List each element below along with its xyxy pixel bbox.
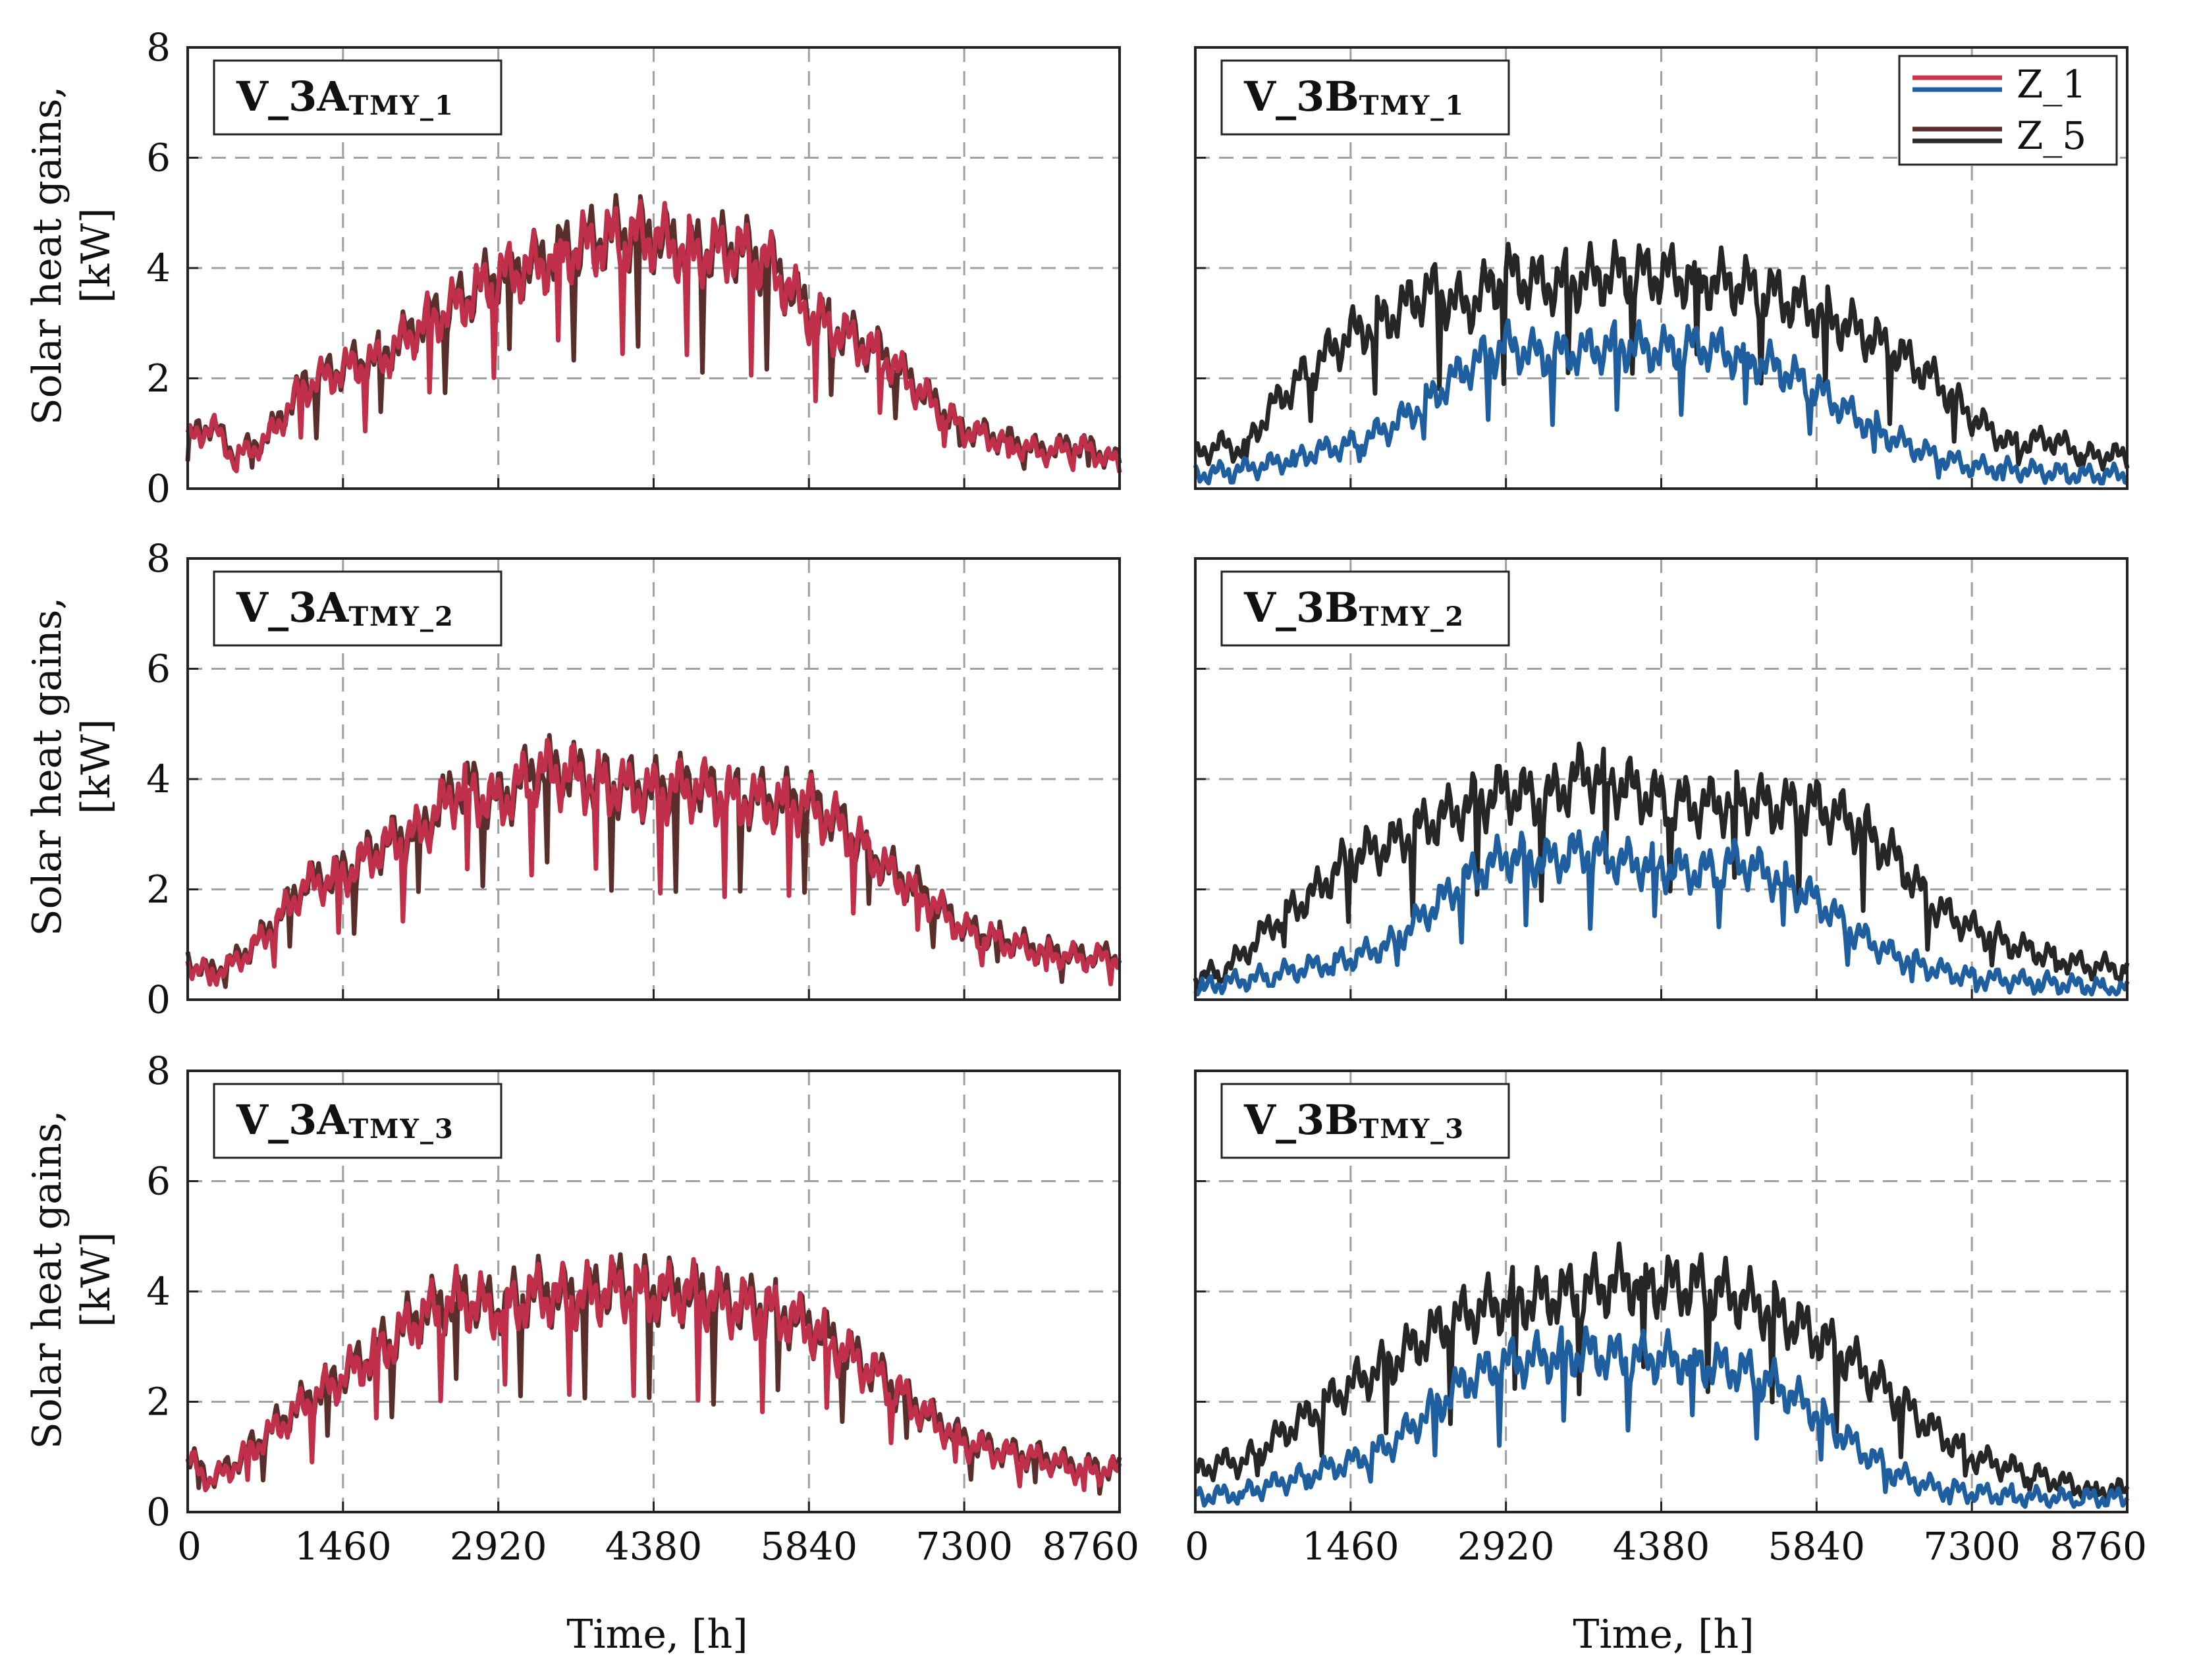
y-tick-label: 8 [146,536,171,581]
y-tick-label: 6 [146,647,171,691]
x-tick-label: 1460 [1302,1524,1399,1569]
x-tick-label: 2920 [450,1524,547,1569]
series-line-z5 [1195,1241,2130,1505]
panel-label: V_3BTMY_3 [1243,1096,1465,1145]
x-tick-label: 4380 [1613,1524,1710,1569]
y-tick-label: 4 [146,757,171,801]
legend-box [1898,55,2118,166]
x-tick-label: 4380 [605,1524,703,1569]
panel-label-box [1220,570,1510,647]
panel-label-box [213,59,502,136]
x-tick-label: 7300 [915,1524,1013,1569]
y-tick-label: 4 [146,1269,171,1314]
panel-v3b-tmy3: 0 1460 2920 4380 5840 7300 8760 V_3BTMY_3 [1185,1070,2147,1569]
y-tick-label: 8 [146,1048,171,1093]
x-axis-title-left: Time, [h] [566,1612,747,1658]
y-axis-title-line2: [kW] [73,1232,119,1328]
x-tick-label: 8760 [1042,1524,1139,1569]
y-tick-label: 2 [146,1380,171,1424]
y-axis-title-line1: Solar heat gains, [24,1110,70,1450]
y-tick-label: 6 [146,1159,171,1204]
y-axis-title-row-1: Solar heat gains, [kW] [24,86,119,425]
x-tick-label: 0 [1185,1524,1209,1569]
y-tick-label: 0 [146,977,171,1022]
panel-label-subscript: TMY_2 [1359,601,1465,632]
y-axis-title-line2: [kW] [73,208,119,304]
legend-item-z1: Z_1 [1912,62,2086,107]
x-tick-label: 8760 [2049,1524,2147,1569]
x-tick-label: 7300 [1923,1524,2021,1569]
x-tick-label: 1460 [294,1524,392,1569]
y-tick-label: 2 [146,867,171,912]
x-tick-label: 5840 [761,1524,858,1569]
series-line-z1 [1193,829,2130,997]
panel-label-subscript: TMY_2 [348,601,454,632]
legend-label-z1: Z_1 [2017,62,2086,107]
y-axis-title-line1: Solar heat gains, [24,597,70,936]
series-line-z5 [1193,742,2130,990]
panel-label-box [213,1083,502,1159]
series-line-z1 [185,1254,1122,1492]
y-axis-title-row-3: Solar heat gains, [kW] [24,1110,119,1450]
panel-label-box [1220,1083,1510,1159]
panel-label-subscript: TMY_3 [1359,1114,1465,1145]
x-tick-label: 2920 [1457,1524,1555,1569]
y-tick-label: 8 [146,25,171,70]
y-axis-title-line2: [kW] [73,719,119,815]
y-tick-label: 0 [146,466,171,511]
legend: Z_1 Z_5 [1898,55,2118,166]
legend-item-z5: Z_5 [1912,113,2086,158]
y-tick-label: 2 [146,356,171,401]
legend-label-z5: Z_5 [2017,113,2086,158]
panel-label-subscript: TMY_1 [1359,90,1465,121]
series-line-z1 [185,199,1122,474]
panel-label-box [213,570,502,647]
y-tick-label: 4 [146,246,171,290]
x-tick-label: 0 [177,1524,202,1569]
x-tick-label: 5840 [1768,1524,1866,1569]
panel-label-subscript: TMY_1 [348,90,454,121]
x-axis-title-right: Time, [h] [1573,1612,1754,1658]
series-line-z1 [1193,318,2129,486]
y-tick-label: 0 [146,1490,171,1534]
y-tick-label: 6 [146,136,171,180]
panel-label-box [1220,59,1510,136]
panel-label-subscript: TMY_3 [348,1114,454,1145]
series-line-z1 [185,738,1122,987]
series-line-z5 [1194,238,2130,472]
panel-v3b-tmy1: V_3BTMY_1 [1193,46,2130,490]
y-axis-title-line1: Solar heat gains, [24,86,70,425]
series-line-z1 [1195,1325,2130,1509]
y-axis-title-row-2: Solar heat gains, [kW] [24,597,119,936]
panel-v3b-tmy2: V_3BTMY_2 [1193,557,2130,1001]
